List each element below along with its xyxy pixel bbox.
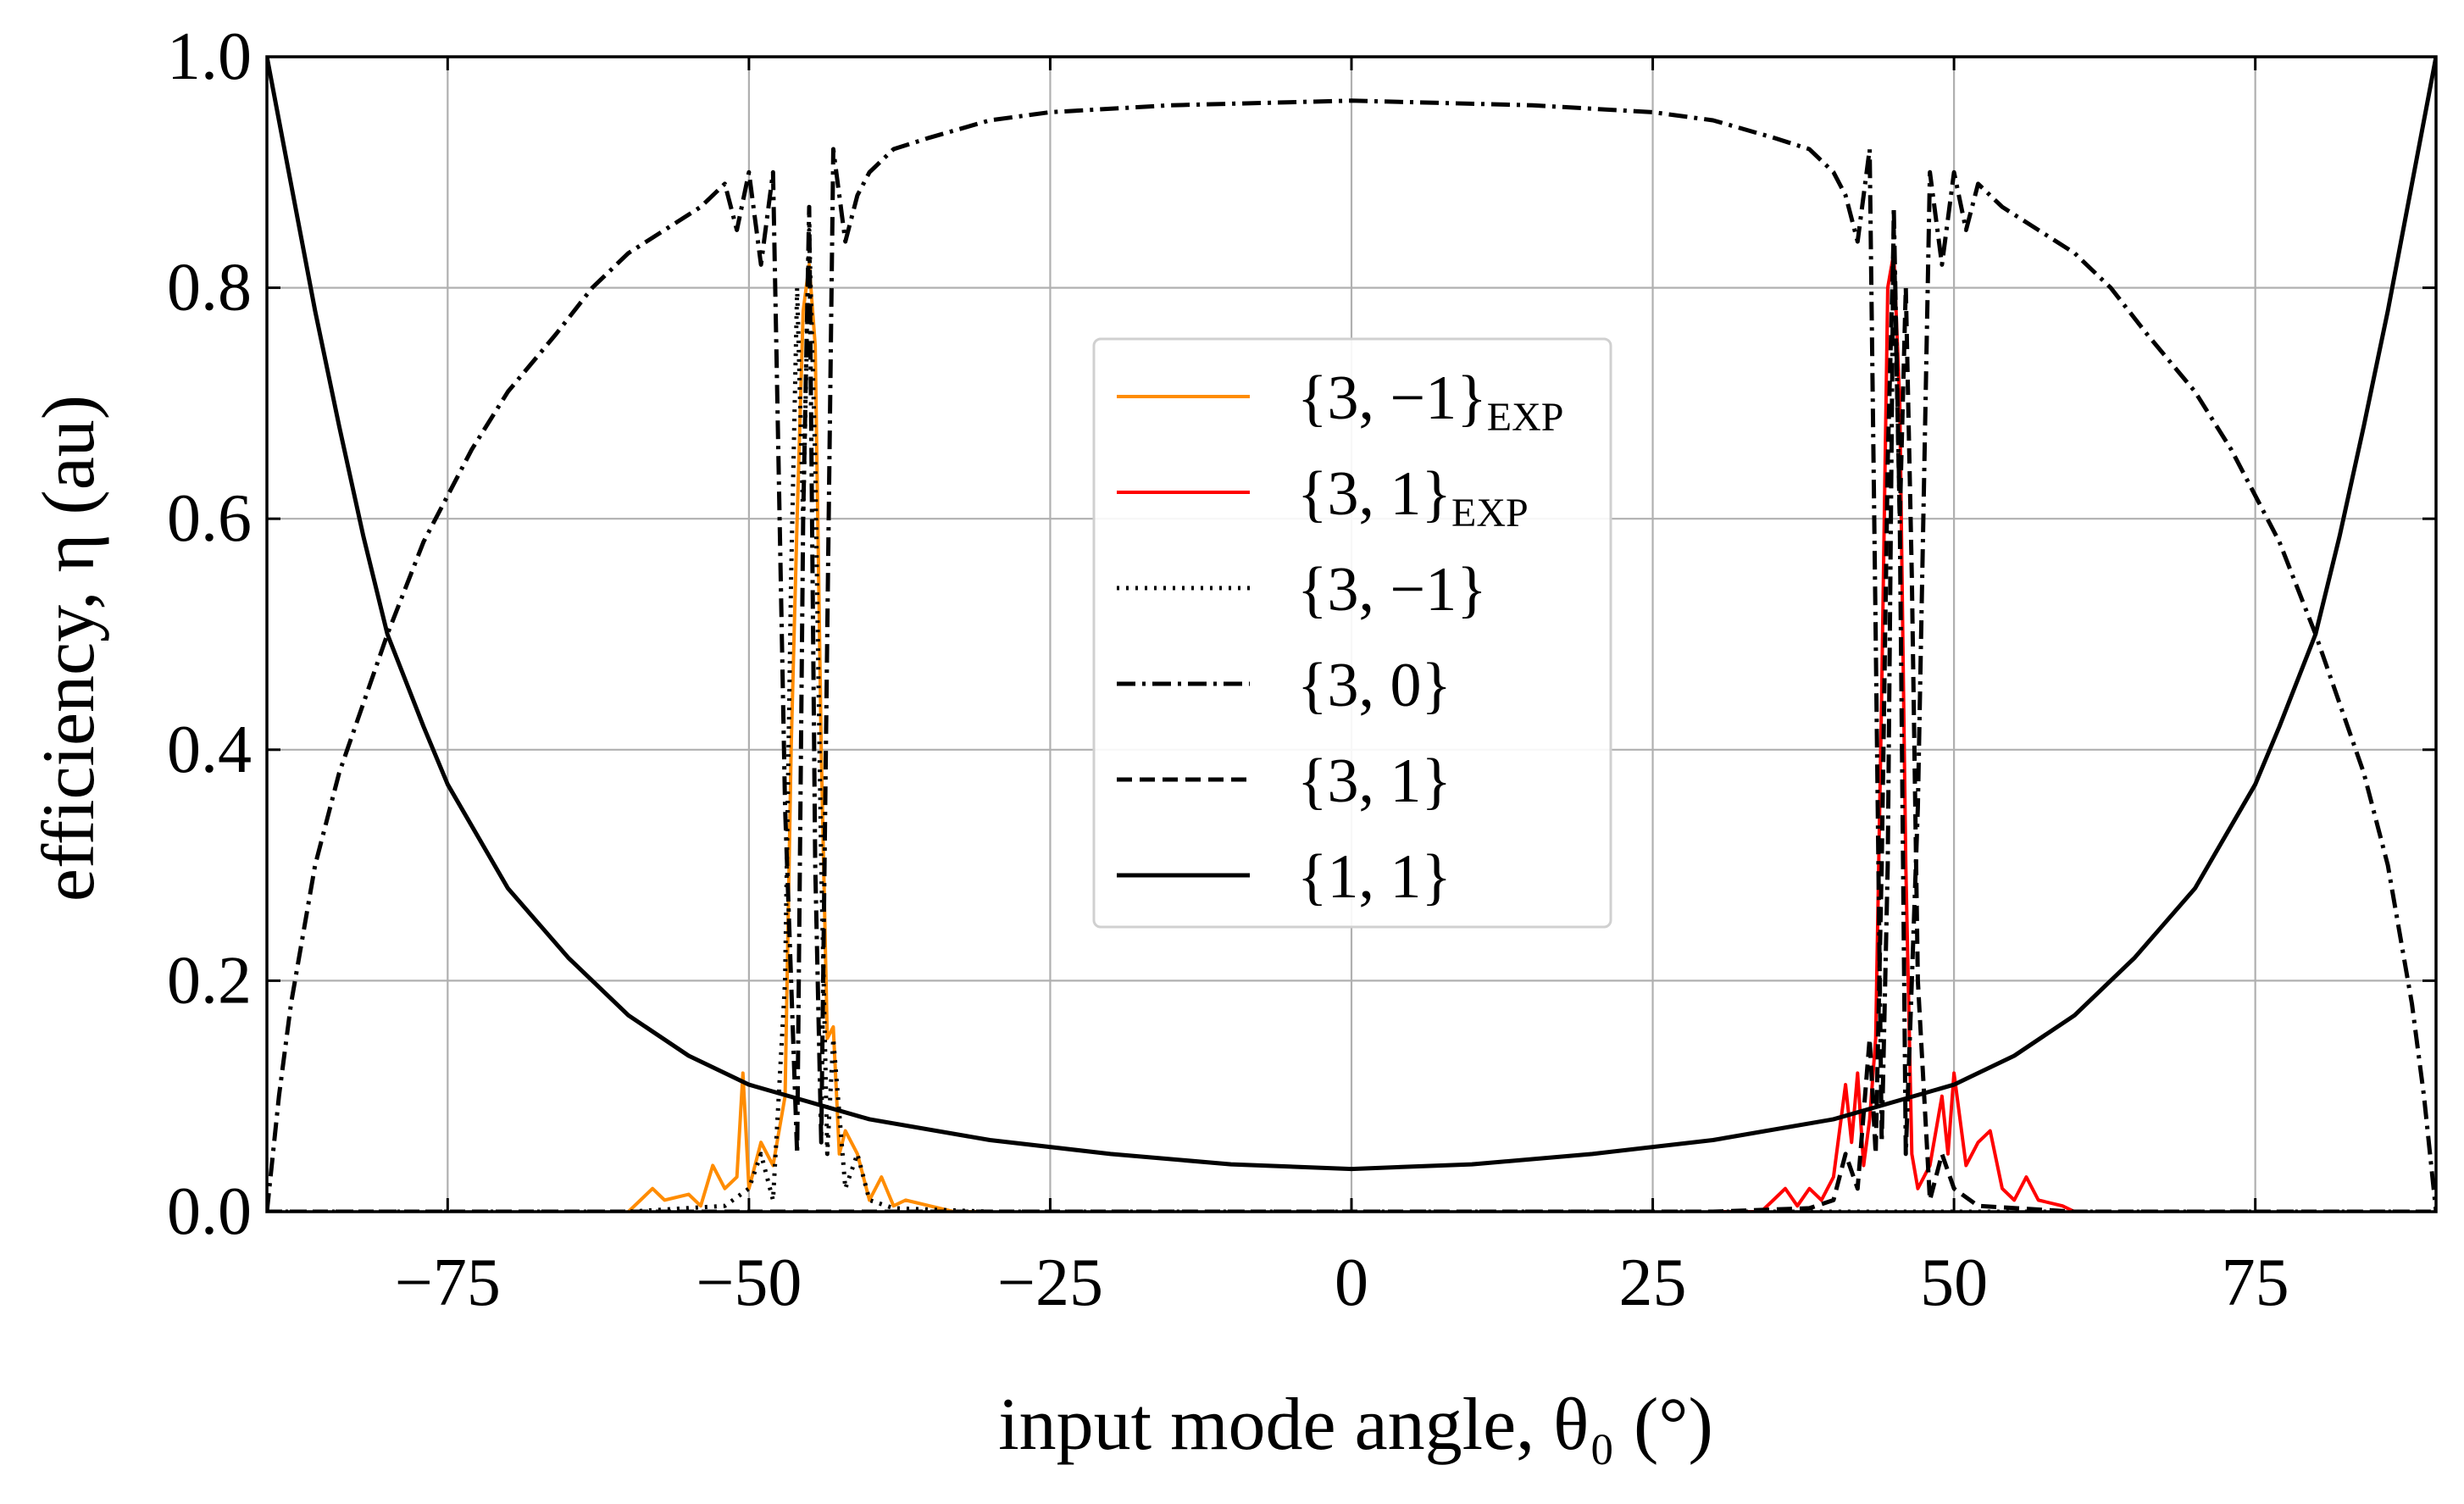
y-tick-label: 0.6 [167,481,252,556]
series-line [267,227,2436,1212]
legend-name: {3, 0} [1297,651,1451,720]
legend-name: {3, 1} [1297,459,1451,529]
y-tick-label: 0.2 [167,943,252,1018]
x-axis-label: input mode angle, θ₀ (°) [998,1384,1713,1466]
legend-label: {1, 1} [1297,842,1451,912]
x-tick-label: −75 [395,1246,501,1320]
y-tick-label: 1.0 [167,19,252,94]
legend-name: {3, 1} [1297,746,1451,816]
legend-subscript: EXP [1487,395,1564,440]
x-tick-label: 50 [1920,1246,1988,1320]
x-tick-label: 25 [1619,1246,1687,1320]
legend-label: {3, 1} [1297,746,1451,816]
legend-label: {3, −1}EXP [1297,364,1563,440]
legend: {3, −1}EXP{3, 1}EXP{3, −1}{3, 0}{3, 1}{1… [1092,337,1612,929]
y-axis-label: efficiency, η (au) [28,395,110,902]
legend-label: {3, 0} [1297,651,1451,720]
legend-subscript: EXP [1451,491,1529,536]
legend-name: {1, 1} [1297,842,1451,912]
legend-name: {3, −1} [1297,555,1487,624]
y-tick-label: 0.0 [167,1174,252,1249]
y-tick-label: 0.8 [167,251,252,325]
legend-label: {3, −1} [1297,555,1487,624]
series-line [267,98,2436,1212]
series-line [267,227,2436,1212]
legend-label: {3, 1}EXP [1297,459,1529,536]
y-tick-label: 0.4 [167,713,252,787]
x-tick-label: −25 [997,1246,1103,1320]
x-tick-label: −50 [696,1246,802,1320]
plot-frame [265,55,2438,1213]
series-line [627,263,991,1212]
series-line [267,57,2436,1172]
x-tick-label: 0 [1335,1246,1368,1320]
x-tick-label: 75 [2222,1246,2289,1320]
series-line [1712,251,2076,1212]
legend-name: {3, −1} [1297,364,1487,433]
